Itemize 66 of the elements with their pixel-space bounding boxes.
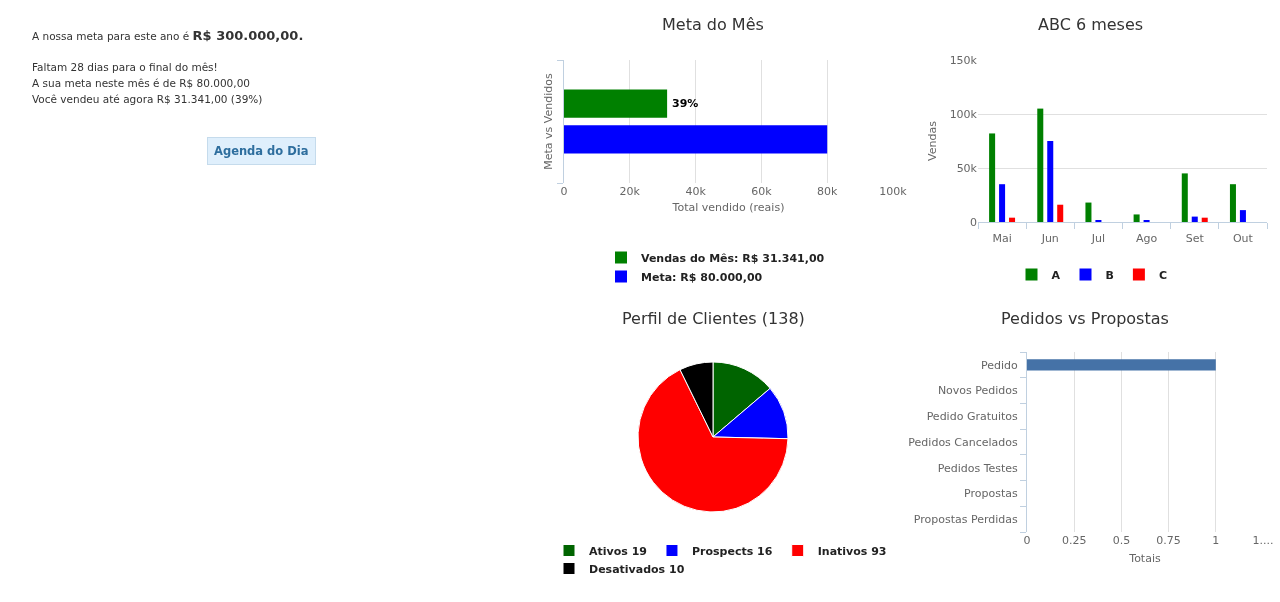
x-tick-label: Jun (1040, 232, 1059, 246)
x-tick-label: Ago (1135, 232, 1158, 246)
y-tick-label: Novos Pedidos (937, 384, 1019, 398)
x-tick-label: Mai (992, 232, 1012, 246)
legend-label: Ativos 19 (589, 544, 647, 558)
y-axis-title: Vendas (926, 120, 940, 161)
x-tick-label: 0 (560, 185, 568, 198)
text: Faltam 28 dias para o final do mês! (32, 61, 218, 73)
legend-label: Desativados 10 (589, 562, 685, 576)
bar (1191, 216, 1198, 222)
chart-title: ABC 6 meses (1038, 15, 1144, 34)
text: Agenda do Dia (214, 144, 309, 158)
bar (1085, 202, 1092, 222)
y-tick-label: Pedidos Testes (937, 461, 1019, 475)
x-tick-label: 80k (817, 185, 839, 198)
legend-label: Prospects 16 (691, 544, 773, 558)
legend-label: Meta: R$ 80.000,00 (641, 270, 763, 284)
chart-title: Meta do Mês (662, 15, 764, 34)
text: Você vendeu até agora R$ 31.341,00 (39%) (32, 93, 263, 105)
x-tick-label: 1.... (1252, 534, 1274, 547)
y-tick-label: 50k (956, 161, 978, 175)
bar (1047, 141, 1054, 222)
x-tick-label: 60k (751, 185, 773, 198)
x-tick-label: 0.25 (1061, 534, 1087, 547)
y-tick-label: 0 (970, 215, 977, 229)
x-tick-label: 100k (879, 185, 908, 198)
text: A sua meta neste mês é de R$ 80.000,00 (32, 77, 251, 89)
y-tick-label: Propostas Perdidas (913, 512, 1019, 526)
legend-label: Inativos 93 (817, 544, 887, 558)
legend-label: A (1051, 268, 1061, 282)
x-tick-label: 0 (1023, 534, 1031, 547)
x-tick-label: 0.5 (1112, 534, 1131, 547)
y-tick-label: Pedido Gratuitos (926, 410, 1019, 424)
x-tick-label: Jul (1090, 232, 1106, 246)
x-tick-label: 20k (619, 185, 641, 198)
x-tick-label: 40k (685, 185, 707, 198)
legend-label: C (1158, 268, 1167, 282)
legend-label: B (1105, 268, 1114, 282)
x-tick-label: Set (1185, 232, 1205, 246)
x-axis-title: Totais (1128, 552, 1161, 566)
chart-title: Perfil de Clientes (138) (622, 309, 805, 328)
bar (1037, 108, 1044, 222)
legend-label: Vendas do Mês: R$ 31.341,00 (641, 251, 825, 265)
x-tick-label: 1 (1212, 534, 1220, 547)
bar (999, 184, 1006, 222)
y-tick-label: Pedido (981, 358, 1019, 372)
x-tick-label: 0.75 (1156, 534, 1181, 547)
bar (1229, 184, 1236, 222)
y-tick-label: Propostas (964, 487, 1019, 501)
annotation: 39% (672, 97, 699, 110)
chart-title: Pedidos vs Propostas (1001, 309, 1169, 328)
x-axis-title: Total vendido (reais) (671, 201, 785, 215)
text: A nossa meta para este ano é (32, 30, 190, 42)
y-axis-title: Meta vs Vendidos (541, 73, 555, 170)
bar (1133, 214, 1140, 222)
y-tick-label: Pedidos Cancelados (908, 435, 1019, 449)
y-tick-label: 150k (949, 53, 978, 67)
bar (989, 133, 996, 222)
bar (1239, 210, 1246, 222)
text: R$ 300.000,00. (192, 28, 304, 43)
bar (1057, 204, 1064, 222)
bar (1181, 173, 1188, 222)
y-tick-label: 100k (949, 107, 978, 121)
bar (1201, 217, 1208, 222)
x-tick-label: Out (1232, 232, 1254, 246)
bar (1009, 217, 1016, 222)
